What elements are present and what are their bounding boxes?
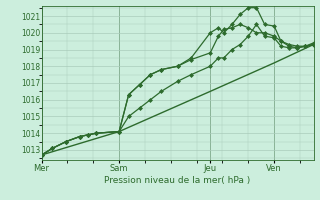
X-axis label: Pression niveau de la mer( hPa ): Pression niveau de la mer( hPa ) (104, 176, 251, 185)
